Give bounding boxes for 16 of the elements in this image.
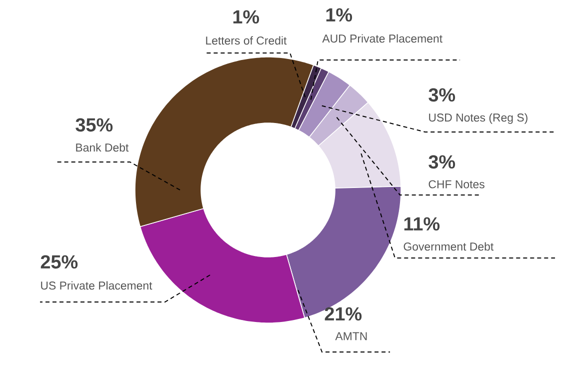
data-label: 1% [326,8,352,22]
data-label: 3% [428,155,456,169]
data-label: 3% [428,88,456,102]
slice-label: AMTN [335,332,367,340]
data-label: 1% [233,10,260,24]
slice-label: US Private Placement [41,281,152,290]
data-label: 25% [40,255,78,269]
slice-label: Bank Debt [76,143,129,152]
slice-label: USD Notes (Reg S) [429,113,528,124]
slice-label: Letters of Credit [206,36,287,45]
slice-label: AUD Private Placement [322,34,442,43]
slice-label: Government Debt [404,242,494,251]
data-label: 21% [324,307,362,321]
data-label: 35% [76,118,113,132]
slice-label: CHF Notes [428,180,484,188]
data-label: 11% [404,217,440,231]
